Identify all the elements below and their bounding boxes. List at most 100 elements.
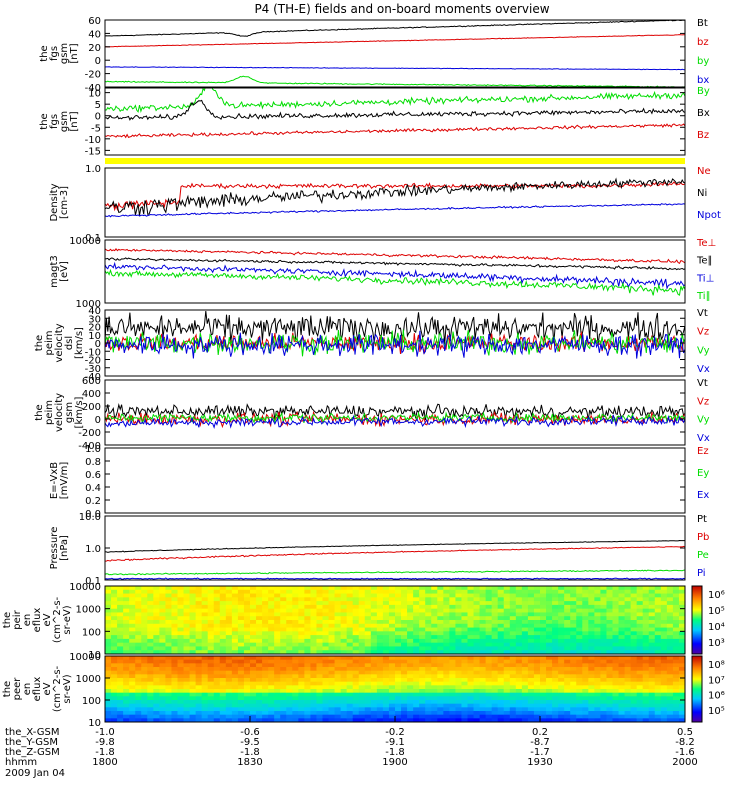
spectrogram-cell (630, 604, 638, 610)
spectrogram-cell (298, 608, 305, 614)
spectrogram-cell (672, 589, 680, 595)
spectrogram-cell (225, 638, 233, 644)
spectrogram-cell (304, 589, 312, 595)
spectrogram-cell (195, 678, 203, 683)
spectrogram-cell (225, 604, 233, 610)
spectrogram-cell (304, 678, 312, 683)
spectrogram-cell (515, 711, 523, 716)
spectrogram-cell (129, 711, 136, 716)
spectrogram-cell (558, 707, 565, 712)
y-tick-label: -10 (85, 347, 101, 358)
spectrogram-cell (546, 616, 553, 621)
spectrogram-cell (256, 604, 263, 610)
spectrogram-cell (654, 667, 662, 672)
spectrogram-cell (437, 656, 444, 661)
spectrogram-cell (449, 667, 457, 672)
spectrogram-cell (600, 674, 608, 679)
spectrogram-cell (219, 635, 227, 640)
spectrogram-cell (171, 620, 179, 625)
spectrogram-cell (195, 642, 203, 648)
spectrogram-cell (497, 663, 505, 668)
spectrogram-cell (485, 707, 493, 712)
spectrogram-cell (654, 612, 662, 617)
spectrogram-cell (256, 627, 263, 632)
spectrogram-cell (243, 692, 251, 697)
spectrogram-cell (195, 714, 203, 719)
spectrogram-cell (225, 631, 233, 636)
spectrogram-cell (237, 650, 245, 654)
spectrogram-cell (606, 597, 614, 602)
spectrogram-cell (310, 674, 318, 679)
spectrogram-cell (419, 703, 426, 708)
spectrogram-cell (431, 620, 438, 625)
spectrogram-cell (431, 627, 438, 632)
spectrogram-cell (274, 623, 281, 629)
y-axis-label: Density (49, 183, 60, 221)
spectrogram-cell (129, 659, 136, 664)
spectrogram-cell (576, 711, 583, 716)
spectrogram-cell (624, 586, 632, 591)
spectrogram-cell (340, 703, 348, 708)
spectrogram-cell (395, 714, 402, 719)
spectrogram-cell (437, 667, 444, 672)
spectrogram-cell (582, 681, 589, 686)
spectrogram-cell (207, 650, 215, 654)
spectrogram-cell (316, 620, 324, 625)
spectrogram-cell (370, 638, 378, 644)
spectrogram-cell (183, 631, 191, 636)
spectrogram-cell (521, 646, 529, 651)
y-axis-label: fgs (49, 114, 60, 129)
spectrogram-cell (521, 623, 529, 629)
y-axis-label: peer (12, 677, 23, 701)
spectrogram-cell (395, 638, 402, 644)
spectrogram-cell (407, 601, 414, 606)
spectrogram-cell (636, 589, 644, 595)
spectrogram-cell (425, 638, 432, 644)
spectrogram-cell (642, 597, 650, 602)
spectrogram-cell (177, 593, 185, 598)
spectrogram-cell (256, 620, 263, 625)
spectrogram-cell (370, 696, 378, 701)
spectrogram-cell (473, 620, 481, 625)
spectrogram-cell (606, 586, 614, 591)
spectrogram-cell (195, 667, 203, 672)
spectrogram-cell (612, 593, 620, 598)
spectrogram-cell (654, 601, 662, 606)
spectrogram-cell (316, 627, 324, 632)
spectrogram-cell (207, 656, 215, 661)
spectrogram-cell (527, 631, 535, 636)
spectrogram-cell (352, 656, 360, 661)
spectrogram-cell (298, 631, 305, 636)
spectrogram-cell (630, 707, 638, 712)
spectrogram-cell (521, 642, 529, 648)
spectrogram-cell (546, 674, 553, 679)
spectrogram-cell (201, 593, 209, 598)
spectrogram-cell (449, 642, 457, 648)
spectrogram-cell (183, 696, 191, 701)
spectrogram-cell (201, 703, 209, 708)
spectrogram-cell (606, 670, 614, 675)
spectrogram-cell (497, 681, 505, 686)
spectrogram-cell (624, 674, 632, 679)
spectrogram-cell (437, 616, 444, 621)
spectrogram-cell (304, 638, 312, 644)
spectrogram-cell (340, 696, 348, 701)
spectrogram-cell (310, 685, 318, 690)
spectrogram-cell (546, 586, 553, 591)
spectrogram-cell (364, 656, 372, 661)
spectrogram-cell (147, 623, 154, 629)
spectrogram-cell (636, 703, 644, 708)
spectrogram-cell (425, 589, 432, 595)
spectrogram-cell (310, 593, 318, 598)
spectrogram-cell (449, 616, 457, 621)
spectrogram-cell (304, 700, 312, 705)
spectrogram-cell (111, 642, 118, 648)
spectrogram-cell (443, 685, 450, 690)
spectrogram-cell (654, 663, 662, 668)
spectrogram-cell (582, 700, 589, 705)
spectrogram-cell (630, 635, 638, 640)
spectrogram-cell (189, 646, 197, 651)
spectrogram-cell (352, 612, 360, 617)
spectrogram-cell (564, 663, 571, 668)
spectrogram-cell (147, 700, 154, 705)
